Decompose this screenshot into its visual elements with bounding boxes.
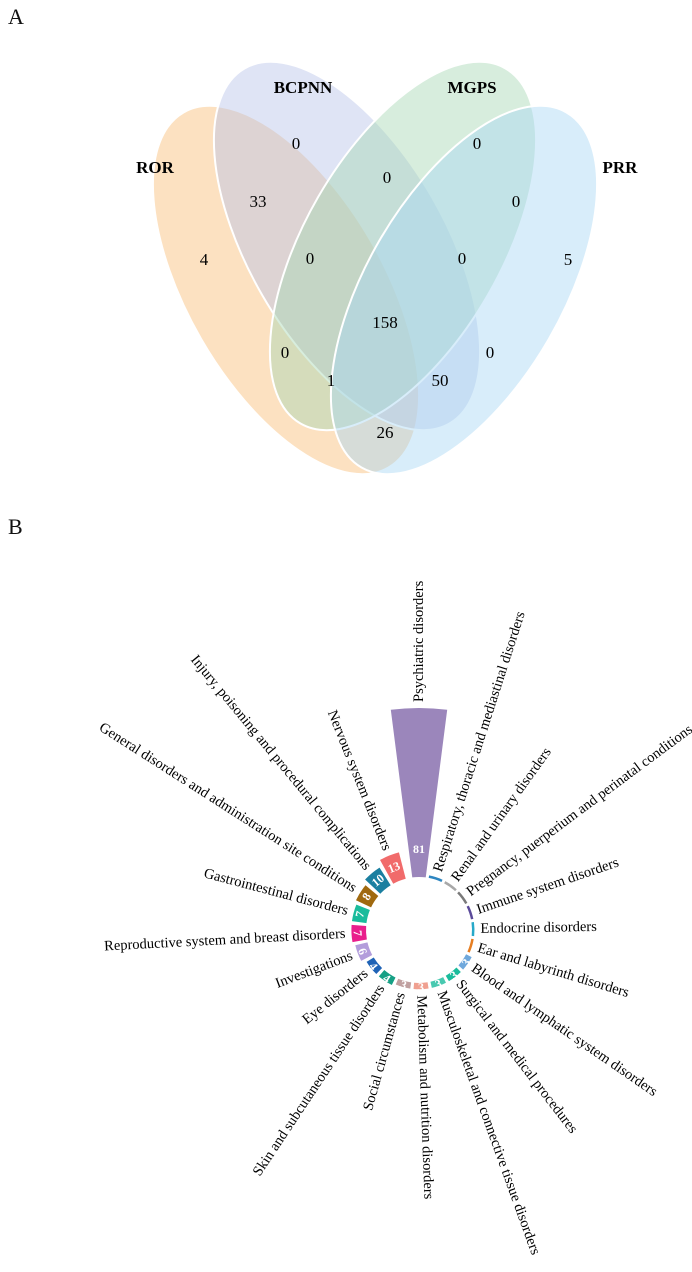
bar-13 bbox=[366, 957, 383, 975]
bar-18 bbox=[365, 867, 391, 894]
region-count: 0 bbox=[383, 168, 392, 187]
set-label-prr: PRR bbox=[603, 158, 639, 177]
bar-value-label: 3 bbox=[433, 976, 443, 991]
region-count: 33 bbox=[250, 192, 267, 211]
bar-0 bbox=[390, 708, 448, 878]
bar-4 bbox=[466, 905, 474, 920]
bar-10 bbox=[413, 982, 429, 990]
region-count: 5 bbox=[564, 250, 573, 269]
set-ellipse-ror bbox=[151, 104, 421, 476]
panel-label-a: A bbox=[8, 4, 24, 29]
set-ellipse-mgps bbox=[268, 60, 538, 432]
bar-value-label: 13 bbox=[386, 859, 402, 876]
region-count: 158 bbox=[372, 313, 398, 332]
bar-value-label: 3 bbox=[418, 980, 424, 994]
bar-3 bbox=[457, 891, 468, 905]
venn-diagram: ROR BCPNN MGPS PRR 4 0 0 5 33 0 0 0 0 15… bbox=[136, 60, 639, 476]
set-label-bcpnn: BCPNN bbox=[274, 78, 333, 97]
bar-17 bbox=[355, 885, 379, 908]
panel-label-b: B bbox=[8, 514, 23, 539]
region-count: 1 bbox=[327, 371, 336, 390]
bar-2 bbox=[444, 881, 457, 892]
region-count: 0 bbox=[306, 249, 315, 268]
region-count: 0 bbox=[512, 192, 521, 211]
bar-9 bbox=[430, 977, 446, 988]
set-ellipse-bcpnn bbox=[212, 60, 482, 432]
bar-5 bbox=[471, 921, 475, 937]
bar-value-label: 7 bbox=[351, 930, 365, 937]
bar-value-label: 6 bbox=[355, 946, 370, 957]
region-count: 26 bbox=[377, 423, 394, 442]
region-count: 0 bbox=[281, 343, 290, 362]
region-count: 0 bbox=[473, 134, 482, 153]
bar-value-label: 81 bbox=[413, 842, 425, 856]
category-label: Psychiatric disorders bbox=[411, 580, 427, 702]
bar-6 bbox=[467, 938, 474, 953]
set-label-mgps: MGPS bbox=[447, 78, 496, 97]
bar-19 bbox=[380, 852, 406, 884]
bar-value-label: 3 bbox=[399, 977, 409, 992]
region-count: 0 bbox=[486, 343, 495, 362]
category-label: Metabolism and nutrition disorders bbox=[413, 995, 436, 1200]
set-label-ror: ROR bbox=[136, 158, 175, 177]
bar-14 bbox=[355, 942, 373, 961]
bar-value-label: 7 bbox=[352, 910, 367, 919]
bar-15 bbox=[351, 924, 367, 943]
radial-panel: B 81 3 3 3 3 3 4 4 6 7 7 8 10 13 Psychiatric disorder… bbox=[0, 500, 692, 1267]
bar-7 bbox=[458, 954, 472, 970]
venn-panel: A ROR BCPNN MGPS PRR 4 0 0 5 33 0 0 0 0 … bbox=[0, 0, 692, 500]
bar-1 bbox=[428, 875, 443, 883]
bar-8 bbox=[445, 967, 461, 982]
category-label: Endocrine disorders bbox=[480, 919, 597, 937]
region-count: 0 bbox=[458, 249, 467, 268]
category-label: Reproductive system and breast disorders bbox=[104, 926, 346, 955]
bar-16 bbox=[351, 904, 370, 924]
bar-11 bbox=[395, 978, 412, 989]
region-count: 4 bbox=[200, 250, 209, 269]
region-count: 0 bbox=[292, 134, 301, 153]
bar-12 bbox=[378, 970, 396, 985]
set-ellipse-prr bbox=[329, 104, 599, 476]
region-count: 50 bbox=[432, 371, 449, 390]
